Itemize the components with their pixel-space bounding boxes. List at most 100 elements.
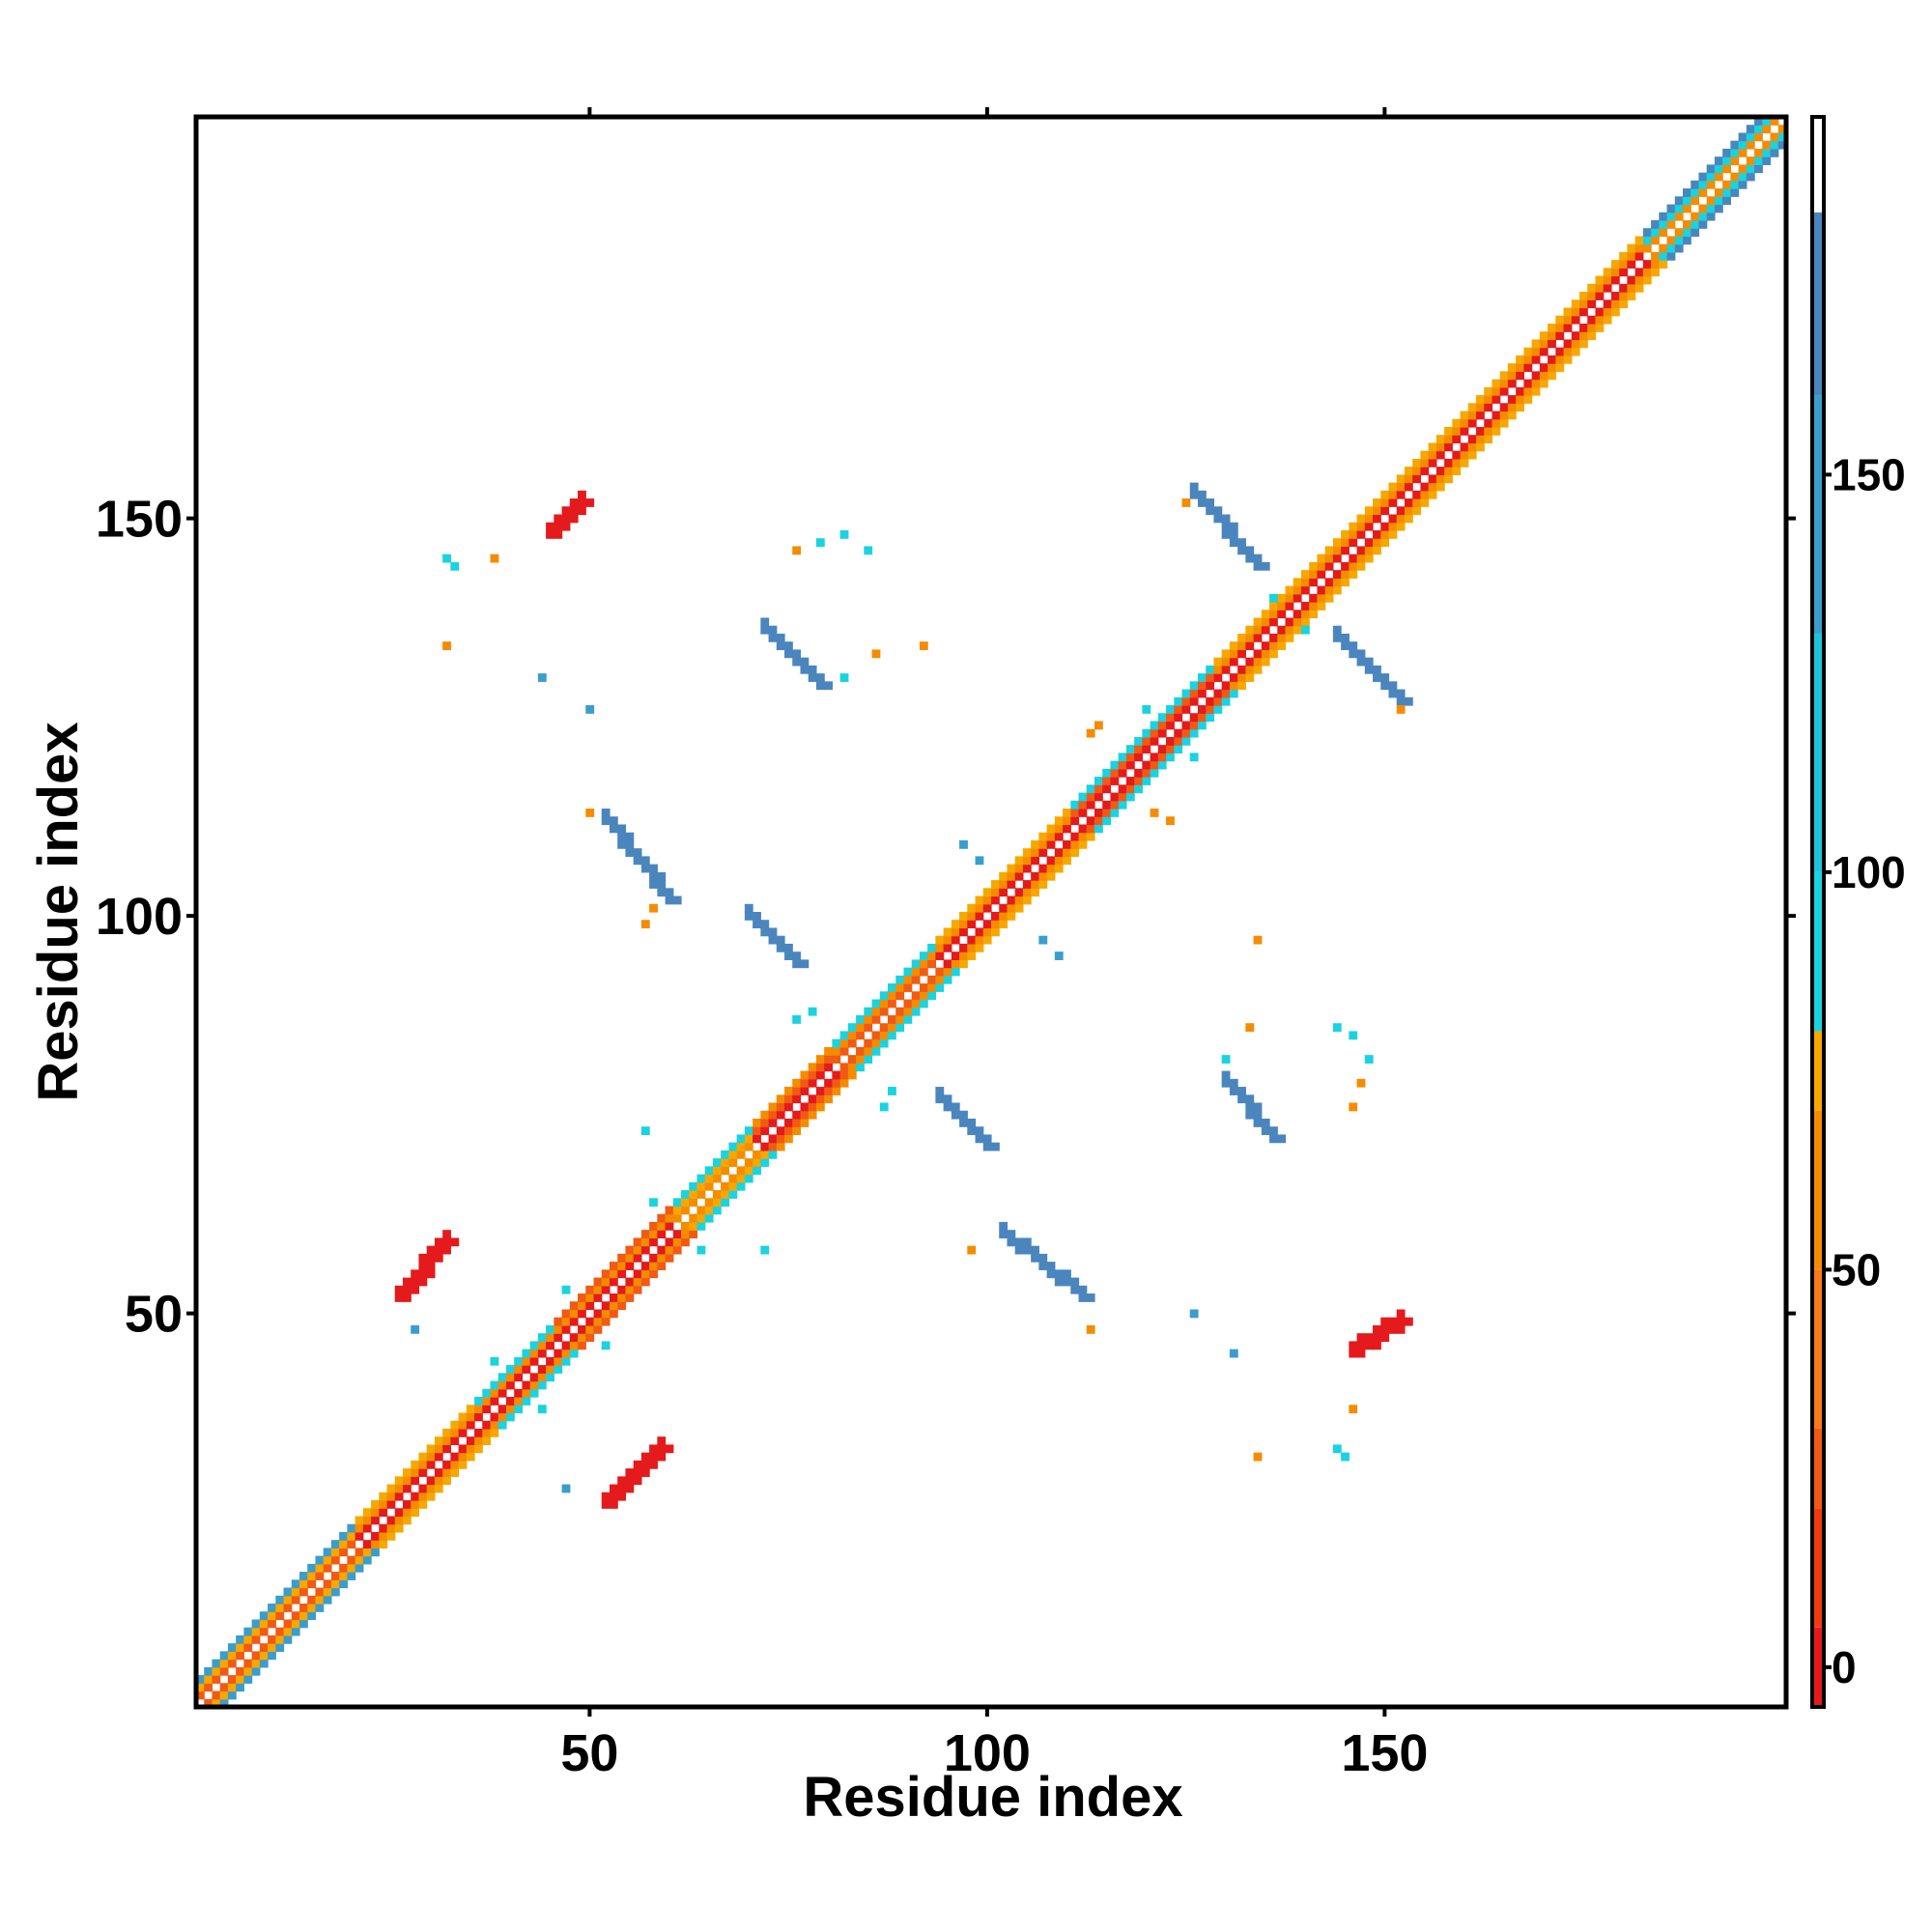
heatmap-cell xyxy=(1253,1118,1263,1127)
heatmap-cell xyxy=(617,1269,627,1279)
heatmap-cell xyxy=(832,1087,841,1095)
heatmap-cell xyxy=(689,1230,698,1239)
heatmap-cell xyxy=(268,1619,276,1629)
heatmap-cell xyxy=(1031,880,1039,889)
heatmap-cell xyxy=(1309,593,1319,603)
heatmap-cell xyxy=(951,959,960,969)
heatmap-cell xyxy=(839,1070,849,1080)
heatmap-cell xyxy=(649,1230,658,1239)
heatmap-cell xyxy=(1007,880,1016,889)
heatmap-cell xyxy=(1054,864,1064,873)
heatmap-cell xyxy=(402,1500,412,1509)
heatmap-cell xyxy=(625,1468,635,1477)
heatmap-cell xyxy=(386,1531,396,1541)
heatmap-cell xyxy=(776,1134,785,1144)
heatmap-cell xyxy=(1063,809,1071,817)
heatmap-cell xyxy=(546,1373,554,1382)
heatmap-cell xyxy=(323,1555,332,1565)
heatmap-cell xyxy=(585,498,595,507)
heatmap-cell xyxy=(450,1460,460,1469)
heatmap-cell xyxy=(879,1023,889,1033)
heatmap-cell xyxy=(1213,689,1223,698)
heatmap-cell xyxy=(1651,251,1660,261)
heatmap-cell xyxy=(768,935,778,945)
heatmap-cell xyxy=(362,1508,372,1518)
heatmap-cell xyxy=(792,1110,802,1120)
heatmap-cell xyxy=(1166,816,1175,826)
heatmap-cell xyxy=(1738,140,1747,150)
heatmap-cell xyxy=(959,959,968,969)
heatmap-cell xyxy=(1714,188,1723,197)
heatmap-cell xyxy=(633,848,642,857)
heatmap-cell xyxy=(1396,1309,1406,1319)
heatmap-cell xyxy=(672,1206,682,1215)
heatmap-cell xyxy=(1237,633,1246,642)
heatmap-cell xyxy=(1412,458,1422,468)
heatmap-cell xyxy=(458,1420,468,1430)
heatmap-cell xyxy=(402,1476,412,1486)
heatmap-cell xyxy=(800,657,810,667)
heatmap-cell xyxy=(824,681,833,691)
heatmap-cell xyxy=(982,920,992,929)
heatmap-cell xyxy=(1046,1269,1056,1279)
heatmap-cell xyxy=(1548,339,1556,349)
heatmap-cell xyxy=(808,673,817,682)
heatmap-cell xyxy=(1396,474,1406,484)
heatmap-cell xyxy=(879,999,889,1009)
heatmap-cell xyxy=(1014,1245,1024,1255)
heatmap-cell xyxy=(251,1619,261,1629)
heatmap-cell xyxy=(768,927,778,937)
heatmap-cell xyxy=(1150,728,1159,738)
heatmap-cell xyxy=(1038,935,1048,945)
heatmap-cell xyxy=(569,1309,579,1319)
heatmap-cell xyxy=(1754,148,1763,157)
heatmap-cell xyxy=(696,1174,706,1183)
heatmap-cell xyxy=(243,1634,253,1644)
heatmap-cell xyxy=(1571,339,1580,349)
heatmap-cell xyxy=(633,1245,642,1255)
heatmap-cell xyxy=(379,1508,388,1518)
heatmap-cell xyxy=(1038,880,1048,889)
heatmap-cell xyxy=(657,871,667,881)
heatmap-cell xyxy=(307,1604,317,1612)
heatmap-cell xyxy=(1070,800,1080,810)
heatmap-cell xyxy=(1341,546,1350,555)
heatmap-cell xyxy=(1324,578,1334,587)
heatmap-cell xyxy=(856,1055,865,1064)
heatmap-cell xyxy=(561,1341,571,1350)
heatmap-cell xyxy=(1134,753,1143,762)
heatmap-cell xyxy=(236,1683,244,1692)
heatmap-cell xyxy=(824,1055,833,1064)
heatmap-cell xyxy=(744,1126,753,1136)
heatmap-cell xyxy=(649,1253,658,1263)
heatmap-cell xyxy=(1142,728,1151,738)
heatmap-cell xyxy=(640,1230,650,1239)
heatmap-cell xyxy=(1070,816,1080,826)
heatmap-cell xyxy=(1666,204,1676,213)
heatmap-cell xyxy=(1762,125,1772,134)
heatmap-cell xyxy=(386,1484,396,1493)
heatmap-cell xyxy=(442,641,451,651)
heatmap-cell xyxy=(434,1476,443,1486)
heatmap-cell xyxy=(355,1548,364,1557)
heatmap-cell xyxy=(1555,331,1565,341)
heatmap-cell xyxy=(1086,800,1095,810)
colorbar-band xyxy=(1812,117,1824,213)
heatmap-cell xyxy=(633,1460,642,1469)
x-tick-label: 100 xyxy=(944,1724,1031,1782)
heatmap-cell xyxy=(1674,243,1684,253)
heatmap-cell xyxy=(649,1452,658,1462)
heatmap-cell xyxy=(1142,705,1151,714)
heatmap-cell xyxy=(298,1587,308,1597)
heatmap-cell xyxy=(1683,219,1691,229)
heatmap-cell xyxy=(640,864,650,873)
heatmap-cell xyxy=(578,498,586,507)
heatmap-cell xyxy=(578,1333,586,1343)
heatmap-cell xyxy=(633,856,642,866)
heatmap-cell xyxy=(1245,1110,1255,1120)
heatmap-cell xyxy=(1698,219,1708,229)
heatmap-cell xyxy=(1531,347,1541,356)
heatmap-cell xyxy=(1038,864,1048,873)
heatmap-cell xyxy=(1094,777,1103,785)
heatmap-cell xyxy=(1579,307,1588,317)
